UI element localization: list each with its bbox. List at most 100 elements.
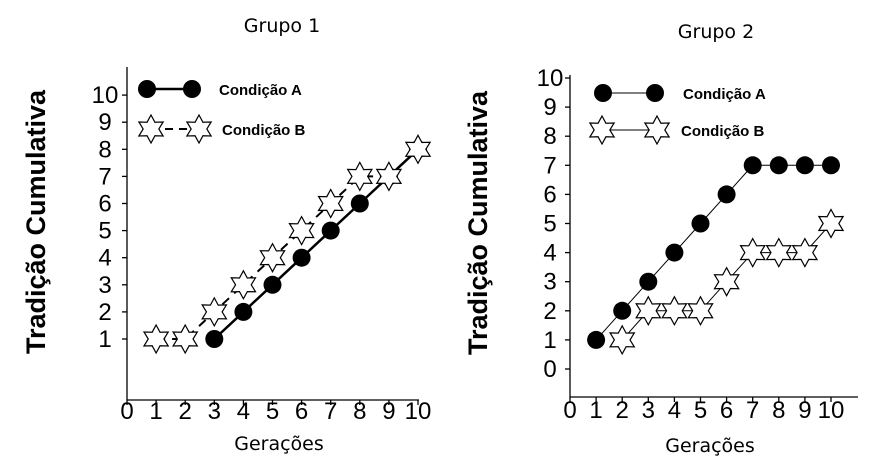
legend-label: Condição B [681, 123, 765, 140]
data-point-condicao-a [795, 156, 814, 175]
y-tick-label: 9 [543, 94, 556, 121]
data-point-condicao-a [717, 185, 736, 204]
data-point-condicao-b [817, 208, 845, 239]
legend-marker [138, 80, 156, 98]
data-point-condicao-b [404, 134, 432, 165]
data-point-condicao-a [665, 243, 684, 262]
y-tick-label: 3 [98, 272, 111, 299]
legend-marker [183, 80, 201, 98]
data-point-condicao-b [201, 296, 228, 328]
x-tick-label: 1 [589, 397, 602, 424]
chart-title: Grupo 2 [678, 21, 754, 43]
y-tick-label: 10 [92, 82, 119, 109]
data-point-condicao-a [639, 272, 658, 291]
y-axis-label: Tradição Cumulativa [463, 90, 493, 355]
x-tick-label: 0 [120, 398, 133, 425]
data-point-condicao-b [230, 269, 257, 301]
data-point-condicao-b [791, 237, 819, 268]
y-tick-label: 7 [98, 163, 111, 190]
x-tick-label: 6 [295, 398, 308, 425]
data-point-condicao-b [317, 188, 344, 219]
y-tick-label: 1 [543, 327, 556, 354]
x-tick-label: 6 [720, 397, 733, 424]
data-point-condicao-b [739, 237, 766, 268]
data-point-condicao-b [171, 323, 199, 355]
x-tick-label: 0 [563, 397, 576, 424]
y-tick-label: 2 [98, 299, 111, 326]
y-tick-label: 5 [98, 218, 111, 245]
data-point-condicao-a [350, 194, 369, 213]
x-axis-label: Gerações [234, 433, 324, 455]
x-tick-label: 5 [694, 397, 707, 424]
x-tick-label: 2 [616, 397, 629, 424]
data-point-condicao-a [769, 156, 788, 175]
x-tick-label: 10 [405, 398, 432, 425]
data-point-condicao-a [587, 330, 606, 349]
data-point-condicao-a [321, 221, 340, 240]
series-line-condicao-b [156, 148, 419, 340]
y-tick-label: 4 [98, 245, 111, 272]
x-tick-label: 1 [149, 398, 162, 425]
x-tick-label: 3 [208, 398, 221, 425]
x-tick-label: 8 [353, 398, 366, 425]
data-point-condicao-b [375, 161, 403, 192]
x-axis-label: Gerações [665, 435, 755, 457]
legend-marker [137, 113, 165, 145]
chart-title: Grupo 1 [244, 15, 320, 37]
data-point-condicao-a [234, 302, 253, 321]
y-axis-label: Tradição Cumulativa [21, 89, 51, 354]
legend-marker [185, 113, 213, 145]
x-tick-label: 9 [382, 398, 395, 425]
data-point-condicao-b [765, 237, 793, 268]
legend-marker [594, 84, 612, 102]
data-point-condicao-a [822, 156, 840, 175]
data-point-condicao-b [661, 295, 688, 327]
legend-label: Condição A [683, 86, 766, 103]
x-tick-label: 10 [818, 397, 845, 424]
y-tick-label: 0 [543, 356, 556, 383]
x-tick-label: 4 [668, 397, 681, 424]
x-tick-label: 5 [266, 398, 279, 425]
legend-label: Condição A [219, 82, 302, 99]
series-line-condicao-a [595, 164, 831, 341]
y-tick-label: 6 [543, 181, 556, 208]
y-tick-label: 1 [98, 326, 111, 353]
legend-label: Condição B [222, 122, 306, 139]
y-tick-label: 4 [543, 240, 556, 267]
data-point-condicao-b [346, 161, 374, 192]
y-tick-label: 7 [543, 152, 556, 179]
x-tick-label: 3 [642, 397, 655, 424]
legend: Condição A Condição B [137, 80, 306, 145]
x-tick-label: 7 [324, 398, 337, 425]
y-tick-label: 10 [537, 65, 564, 92]
data-point-condicao-a [205, 330, 224, 348]
data-point-condicao-b [687, 295, 714, 327]
y-tick-label: 5 [543, 211, 556, 238]
data-point-condicao-a [613, 301, 632, 320]
x-tick-label: 8 [772, 397, 785, 424]
legend-marker [643, 114, 671, 146]
data-point-condicao-a [292, 248, 311, 267]
legend-marker [588, 114, 616, 146]
y-tick-label: 6 [98, 191, 111, 218]
x-tick-label: 7 [746, 397, 759, 424]
data-point-condicao-b [713, 266, 740, 297]
x-tick-label: 9 [798, 397, 811, 424]
y-tick-label: 8 [543, 123, 556, 150]
legend: Condição A Condição B [588, 84, 766, 146]
y-tick-label: 9 [98, 109, 111, 136]
data-point-condicao-b [608, 324, 636, 356]
data-point-condicao-a [263, 275, 282, 294]
y-tick-label: 8 [98, 136, 111, 163]
data-point-condicao-a [691, 214, 710, 233]
data-point-condicao-b [142, 323, 170, 355]
data-point-condicao-b [288, 215, 315, 246]
x-tick-label: 4 [237, 398, 250, 425]
y-tick-label: 3 [543, 269, 556, 296]
data-point-condicao-b [259, 242, 286, 273]
legend-marker [646, 84, 664, 102]
